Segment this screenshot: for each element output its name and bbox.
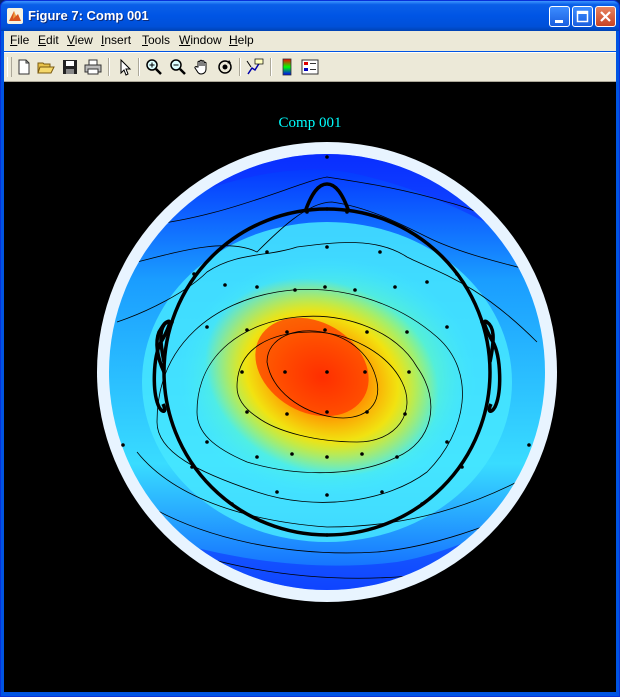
save-icon[interactable] xyxy=(61,58,79,76)
colorbar-icon[interactable] xyxy=(278,58,296,76)
toolbar-separator xyxy=(138,58,140,76)
new-figure-icon[interactable] xyxy=(15,58,33,76)
toolbar-separator xyxy=(239,58,241,76)
menu-file[interactable]: File xyxy=(10,33,30,47)
menu-tools[interactable]: Tools xyxy=(142,33,171,47)
menu-view[interactable]: View xyxy=(67,33,93,47)
figure-toolbar xyxy=(4,52,616,82)
edit-plot-arrow-icon[interactable] xyxy=(116,58,134,76)
plot-title: Comp 001 xyxy=(278,115,342,131)
window-title: Figure 7: Comp 001 xyxy=(28,8,149,23)
toolbar-separator xyxy=(108,58,110,76)
pan-hand-icon[interactable] xyxy=(193,58,211,76)
maximize-button[interactable] xyxy=(572,6,593,27)
menu-window[interactable]: Window xyxy=(179,33,222,47)
menu-insert[interactable]: Insert xyxy=(101,33,132,47)
topoplot[interactable] xyxy=(97,142,557,602)
title-bar[interactable]: Figure 7: Comp 001 xyxy=(1,1,619,31)
menu-edit[interactable]: Edit xyxy=(38,33,59,47)
menu-bar: File Edit View Insert Tools Window Help xyxy=(4,31,616,51)
rotate-3d-icon[interactable] xyxy=(216,58,234,76)
figure-canvas[interactable]: Comp 001 xyxy=(4,82,616,692)
minimize-button[interactable] xyxy=(549,6,570,27)
zoom-in-icon[interactable] xyxy=(145,58,163,76)
open-file-icon[interactable] xyxy=(37,58,55,76)
legend-icon[interactable] xyxy=(301,58,319,76)
matlab-icon xyxy=(7,8,23,24)
toolbar-separator xyxy=(270,58,272,76)
toolbar-grip[interactable] xyxy=(7,57,12,77)
zoom-out-icon[interactable] xyxy=(169,58,187,76)
minimize-icon xyxy=(555,20,563,23)
menu-help[interactable]: Help xyxy=(229,33,254,47)
close-button[interactable] xyxy=(595,6,616,27)
data-cursor-icon[interactable] xyxy=(246,58,264,76)
close-icon xyxy=(600,11,611,22)
print-icon[interactable] xyxy=(84,58,102,76)
maximize-icon xyxy=(576,10,589,23)
electrode-markers xyxy=(121,155,531,537)
